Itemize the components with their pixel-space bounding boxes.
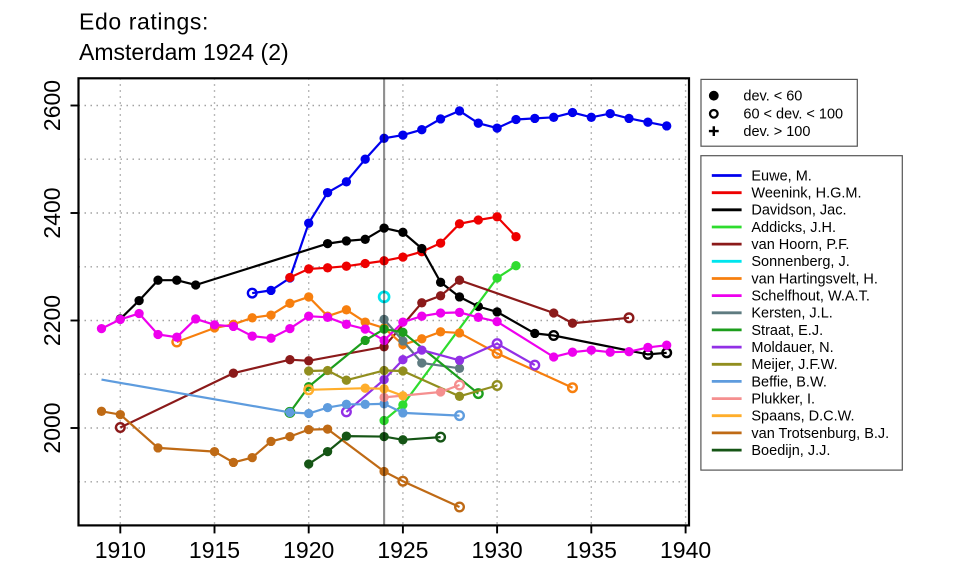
svg-text:Spaans, D.C.W.: Spaans, D.C.W. — [751, 409, 854, 425]
svg-text:2600: 2600 — [39, 80, 65, 131]
svg-text:2400: 2400 — [39, 187, 65, 238]
svg-text:dev. > 100: dev. > 100 — [743, 124, 810, 140]
svg-text:Weenink, H.G.M.: Weenink, H.G.M. — [751, 186, 861, 202]
svg-text:Addicks, J.H.: Addicks, J.H. — [751, 220, 836, 236]
svg-text:Moldauer, N.: Moldauer, N. — [751, 340, 833, 356]
svg-text:1920: 1920 — [283, 537, 334, 563]
svg-text:Amsterdam 1924 (2): Amsterdam 1924 (2) — [79, 39, 289, 65]
svg-text:Sonnenberg, J.: Sonnenberg, J. — [751, 254, 849, 270]
svg-text:Schelfhout, W.A.T.: Schelfhout, W.A.T. — [751, 289, 869, 305]
svg-text:Edo ratings:: Edo ratings: — [79, 9, 209, 35]
svg-text:Meijer, J.F.W.: Meijer, J.F.W. — [751, 357, 837, 373]
svg-text:Davidson, Jac.: Davidson, Jac. — [751, 203, 846, 219]
svg-text:Euwe, M.: Euwe, M. — [751, 168, 811, 184]
svg-text:2200: 2200 — [39, 295, 65, 346]
svg-text:2000: 2000 — [39, 402, 65, 453]
svg-text:van Hoorn, P.F.: van Hoorn, P.F. — [751, 237, 849, 253]
svg-text:Plukker, I.: Plukker, I. — [751, 392, 815, 408]
svg-text:1935: 1935 — [566, 537, 617, 563]
svg-text:Beffie, B.W.: Beffie, B.W. — [751, 374, 827, 390]
svg-text:1910: 1910 — [95, 537, 146, 563]
svg-text:Boedijn, J.J.: Boedijn, J.J. — [751, 443, 830, 459]
svg-text:dev. < 60: dev. < 60 — [743, 89, 802, 105]
svg-text:1930: 1930 — [472, 537, 523, 563]
svg-text:van Trotsenburg, B.J.: van Trotsenburg, B.J. — [751, 426, 889, 442]
svg-text:60 < dev. < 100: 60 < dev. < 100 — [743, 107, 843, 123]
svg-text:Kersten, J.L.: Kersten, J.L. — [751, 306, 832, 322]
svg-text:1925: 1925 — [377, 537, 428, 563]
svg-text:1915: 1915 — [189, 537, 240, 563]
svg-text:van Hartingsvelt, H.: van Hartingsvelt, H. — [751, 271, 878, 287]
svg-text:1940: 1940 — [660, 537, 711, 563]
svg-text:Straat, E.J.: Straat, E.J. — [751, 323, 823, 339]
